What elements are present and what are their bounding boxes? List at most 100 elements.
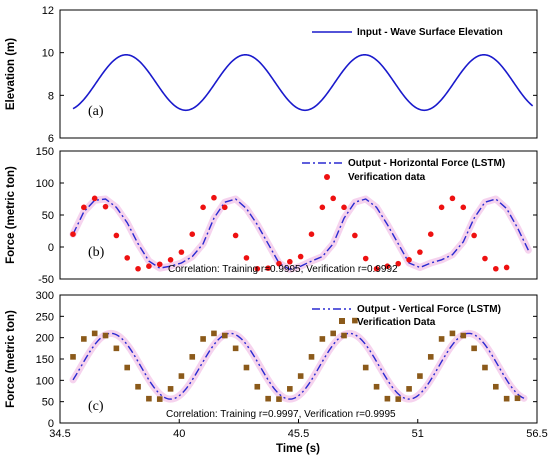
verification-point bbox=[427, 231, 434, 237]
verification-point bbox=[319, 336, 326, 342]
verification-point bbox=[297, 253, 304, 260]
verification-point bbox=[102, 203, 109, 210]
verification-point bbox=[113, 232, 120, 239]
verification-point bbox=[102, 332, 109, 339]
verification-point bbox=[211, 330, 217, 337]
verification-point bbox=[124, 255, 131, 261]
verification-point bbox=[113, 345, 120, 352]
x-axis-label: Time (s) bbox=[276, 443, 320, 455]
verification-point bbox=[341, 332, 347, 339]
verification-point bbox=[438, 204, 445, 211]
verification-point bbox=[221, 204, 228, 211]
verification-point bbox=[503, 264, 510, 271]
verification-point bbox=[449, 330, 456, 337]
verification-point bbox=[373, 383, 380, 390]
legend-marker-verification bbox=[324, 174, 330, 180]
verification-point bbox=[167, 386, 174, 392]
verification-point bbox=[243, 255, 250, 261]
ytick-label: 0 bbox=[48, 242, 54, 254]
verification-point bbox=[81, 336, 87, 342]
verification-point bbox=[308, 231, 315, 237]
ytick-label: 100 bbox=[36, 178, 54, 190]
verification-point bbox=[287, 258, 293, 265]
verification-point bbox=[395, 396, 402, 402]
ytick-label: 100 bbox=[36, 375, 54, 387]
ytick-label: 150 bbox=[36, 146, 54, 158]
verification-point bbox=[297, 373, 304, 379]
xtick-label: 51 bbox=[412, 428, 424, 440]
ytick-label: 250 bbox=[36, 311, 54, 323]
verification-point bbox=[319, 204, 326, 211]
ytick-label: 6 bbox=[48, 133, 54, 145]
xtick-label: 40 bbox=[173, 428, 185, 440]
verification-point bbox=[341, 204, 347, 211]
verification-point bbox=[189, 354, 196, 360]
verification-point bbox=[221, 332, 228, 339]
verification-point bbox=[471, 345, 477, 352]
panel-b-frame bbox=[59, 150, 538, 280]
ytick-label: 12 bbox=[42, 5, 54, 17]
verification-point bbox=[70, 354, 76, 360]
verification-point bbox=[471, 232, 477, 239]
panel-c-legend: Output - Vertical Force (LSTM) Verificat… bbox=[312, 304, 501, 328]
verification-point bbox=[135, 265, 141, 272]
verification-point bbox=[276, 260, 282, 267]
verification-point bbox=[373, 265, 380, 272]
panel-c: 0 50 100 150 200 250 300 34.5 40 45.5 51 56.5 Outp… bbox=[5, 290, 548, 440]
legend-label-verification-data: Verification Data bbox=[357, 317, 436, 328]
xtick-label: 34.5 bbox=[49, 428, 70, 440]
ytick-label: 150 bbox=[36, 354, 54, 366]
ytick-label: -50 bbox=[38, 274, 54, 286]
verification-point bbox=[91, 330, 98, 337]
verification-point bbox=[135, 383, 141, 390]
verification-point bbox=[200, 204, 206, 211]
verification-point bbox=[200, 336, 206, 342]
panel-b-correlation: Correlation: Training r=0.9995, Verifica… bbox=[168, 264, 398, 275]
verification-point bbox=[362, 255, 369, 262]
legend-label-horizontal-force: Output - Horizontal Force (LSTM) bbox=[348, 158, 505, 169]
legend-marker-verification-data bbox=[339, 318, 345, 324]
verification-point bbox=[460, 332, 467, 339]
ytick-label: 50 bbox=[42, 397, 54, 409]
verification-point bbox=[178, 249, 185, 255]
panel-a-frame bbox=[59, 9, 538, 139]
verification-point bbox=[460, 204, 467, 211]
legend-label-input: Input - Wave Surface Elevation bbox=[357, 27, 503, 38]
verification-point bbox=[70, 231, 76, 237]
verification-point bbox=[211, 194, 217, 201]
verification-point bbox=[352, 232, 358, 239]
verification-point bbox=[417, 249, 423, 255]
verification-point bbox=[178, 373, 185, 379]
panel-b-ylabel: Force (metric ton) bbox=[5, 166, 17, 264]
verification-point bbox=[352, 317, 358, 324]
verification-point bbox=[395, 260, 402, 267]
verification-point bbox=[493, 265, 499, 272]
panel-c-correlation: Correlation: Training r=0.9997, Verifica… bbox=[166, 409, 396, 420]
verification-point bbox=[81, 204, 87, 211]
legend-label-verification: Verification data bbox=[348, 172, 426, 183]
verification-point bbox=[384, 263, 391, 270]
xtick-label: 56.5 bbox=[526, 428, 547, 440]
series-line-wave-elevation bbox=[72, 53, 534, 112]
verification-point bbox=[438, 336, 445, 342]
verification-point bbox=[330, 330, 336, 337]
panel-a: 6 8 10 12 Input - Wave Surface Elevation (a… bbox=[5, 5, 538, 145]
series-line-vertical-force bbox=[72, 332, 525, 400]
verification-point bbox=[167, 257, 174, 263]
verification-point bbox=[254, 383, 261, 390]
verification-point bbox=[449, 195, 456, 202]
panel-c-label: (c) bbox=[88, 399, 104, 414]
verification-point bbox=[276, 396, 282, 402]
series-line-horizontal-force bbox=[72, 198, 529, 271]
ytick-label: 50 bbox=[42, 210, 54, 222]
panel-b-legend: Output - Horizontal Force (LSTM) Verific… bbox=[302, 158, 505, 183]
ytick-label: 300 bbox=[36, 290, 54, 302]
verification-point bbox=[232, 345, 239, 352]
verification-point bbox=[406, 257, 412, 263]
verification-point bbox=[232, 232, 239, 239]
verification-point bbox=[493, 383, 499, 390]
verification-point bbox=[482, 255, 488, 262]
verification-point bbox=[287, 386, 293, 392]
verification-point bbox=[417, 373, 423, 379]
